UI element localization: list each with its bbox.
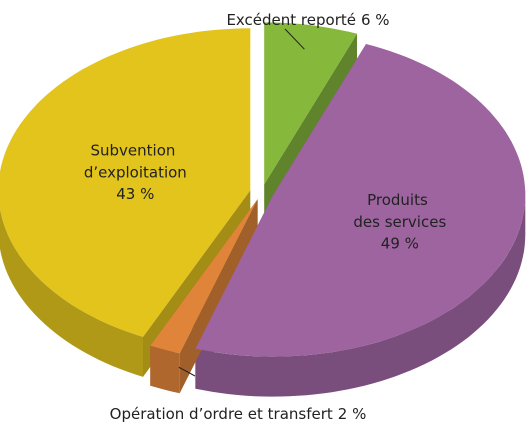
leader-line [178,366,196,377]
slice-value-label: 6 % [361,11,390,29]
slice-label-line: Produits [367,191,432,209]
slice [264,22,357,185]
slice-label: Produits des services [353,191,446,231]
slice-wall [0,208,143,377]
slice-label: Opération d’ordre et transfert 2 % [110,405,367,423]
slice-label-line: d’exploitation [84,163,187,181]
slice-label-line: Subvention [90,141,180,159]
slice-label-name: Opération d’ordre et transfert [110,405,333,423]
slice-label-line: des services [353,213,446,231]
slice-wall [150,345,180,394]
slice-value-label: 49 % [381,235,419,253]
slice-label: Excédent reporté 6 % [226,11,389,29]
slice-value-label: 43 % [116,185,154,203]
slice [0,28,251,337]
slice [195,44,526,357]
slice-label: Subvention d’exploitation [84,141,187,181]
slice-value-label: 2 % [338,405,367,423]
slice [150,199,258,354]
leader-line [284,28,305,50]
slice-label-name: Excédent reporté [226,11,356,29]
slice-wall [195,194,526,397]
